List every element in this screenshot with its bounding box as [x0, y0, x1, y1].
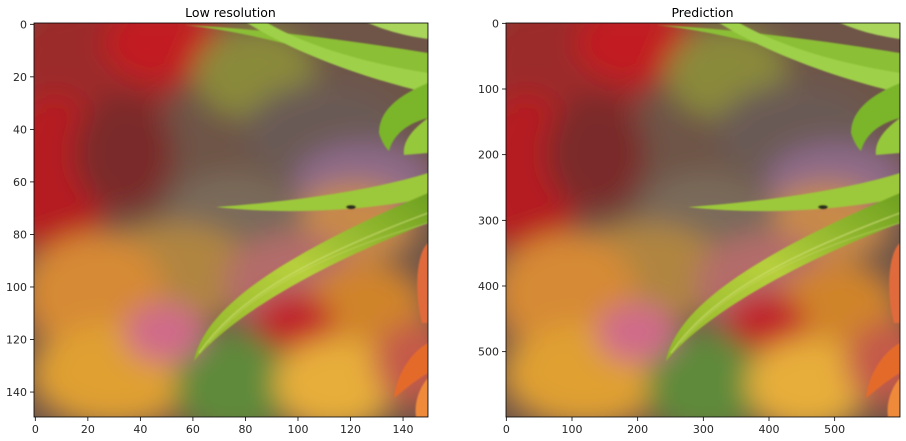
y-tick-label: 60	[13, 176, 27, 189]
y-tick-label: 80	[13, 228, 27, 241]
x-tick-label: 140	[393, 423, 414, 436]
y-tick-label: 0	[20, 18, 27, 31]
x-tick-label: 0	[503, 423, 510, 436]
panel-title-low-resolution: Low resolution	[185, 5, 276, 20]
x-tick-label: 400	[758, 423, 779, 436]
y-tick-label: 20	[13, 71, 27, 84]
panel-low-resolution: Low resolution 0 20 40 60 80 100 120 140 0 20 40 60…	[0, 0, 454, 437]
panel-prediction: Prediction 0 100 200 300 400 500 0 100 200 300 400…	[466, 0, 906, 437]
y-tick-label: 40	[13, 123, 27, 136]
x-tick-label: 80	[238, 423, 252, 436]
x-tick-label: 0	[32, 423, 39, 436]
y-tick-label: 200	[478, 149, 499, 162]
x-tick-label: 40	[133, 423, 147, 436]
x-tick-label: 500	[824, 423, 845, 436]
low-resolution-image	[0, 0, 454, 437]
y-tick-label: 140	[6, 386, 27, 399]
ticks-prediction: 0 100 200 300 400 500 0 100 200 300 400 500	[478, 17, 845, 436]
x-tick-label: 20	[81, 423, 95, 436]
prediction-image	[466, 0, 906, 437]
y-tick-label: 100	[6, 281, 27, 294]
axes-frame-low-resolution	[33, 22, 429, 418]
x-tick-label: 100	[561, 423, 582, 436]
y-tick-label: 500	[478, 346, 499, 359]
y-tick-label: 400	[478, 280, 499, 293]
y-tick-label: 300	[478, 214, 499, 227]
panel-title-prediction: Prediction	[671, 5, 733, 20]
x-tick-label: 300	[693, 423, 714, 436]
y-tick-label: 120	[6, 334, 27, 347]
x-tick-label: 100	[287, 423, 308, 436]
x-tick-label: 120	[340, 423, 361, 436]
x-tick-label: 60	[186, 423, 200, 436]
y-tick-label: 0	[492, 17, 499, 30]
x-tick-label: 200	[627, 423, 648, 436]
ticks-low-resolution: 0 20 40 60 80 100 120 140 0 20 40 60 80 100 120 140	[6, 18, 414, 436]
y-tick-label: 100	[478, 83, 499, 96]
